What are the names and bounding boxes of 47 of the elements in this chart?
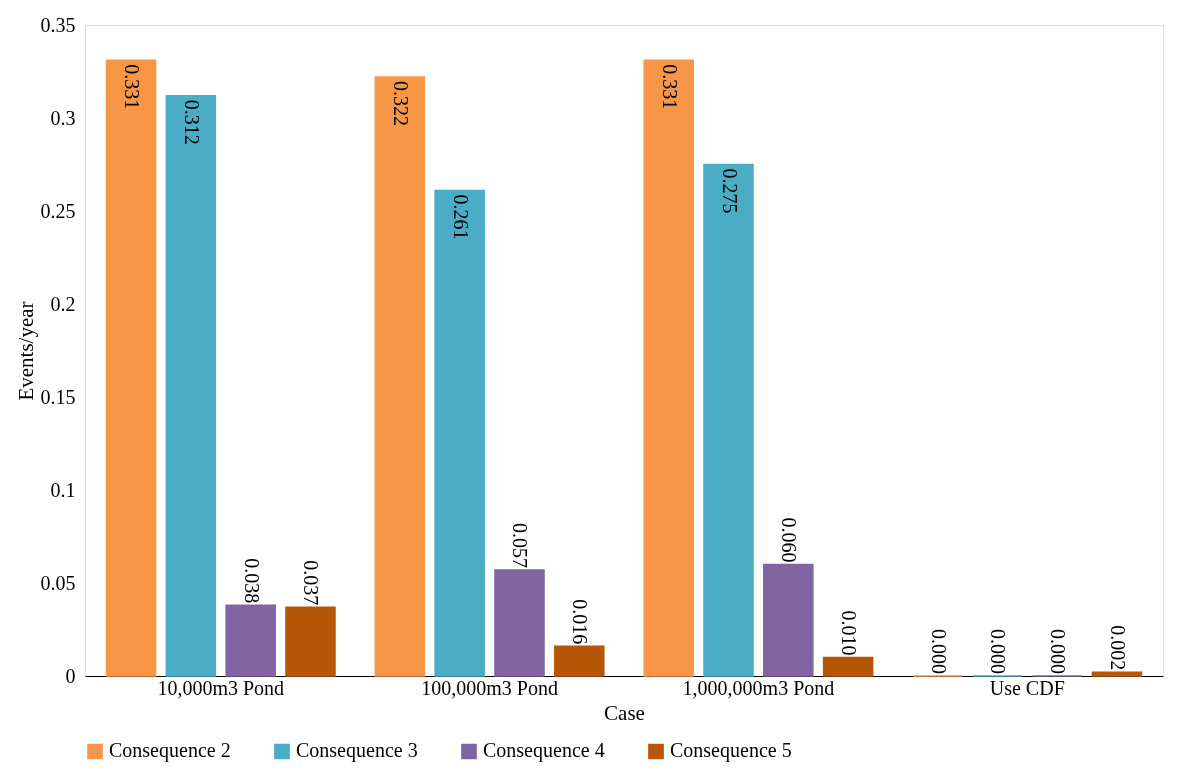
bar <box>554 645 605 677</box>
data-label: 0.010 <box>838 610 861 656</box>
bar <box>165 94 217 677</box>
legend-label: Consequence 2 <box>109 739 231 763</box>
data-label: 0.038 <box>240 558 263 604</box>
data-label: 0.057 <box>509 522 532 568</box>
y-tick-label: 0.15 <box>40 385 76 408</box>
data-label: 0.016 <box>569 599 592 645</box>
bar <box>822 656 874 677</box>
data-label: 0.261 <box>449 194 472 240</box>
y-tick-label: 0.1 <box>50 478 76 501</box>
bar <box>703 163 754 677</box>
y-tick-label: 0.2 <box>50 292 76 315</box>
bar <box>105 59 157 677</box>
data-label: 0.037 <box>300 560 323 606</box>
data-label: 0.312 <box>180 99 203 145</box>
data-label: 0.000 <box>1047 629 1070 674</box>
data-label: 0.000 <box>987 629 1010 674</box>
y-tick-label: 0.25 <box>40 199 76 222</box>
y-axis-title: Events/year <box>13 301 38 401</box>
bar <box>763 563 814 677</box>
y-tick-label: 0.3 <box>50 106 76 129</box>
legend-label: Consequence 3 <box>296 739 418 763</box>
x-tick-label: 10,000m3 Pond <box>157 676 285 699</box>
bar <box>225 604 276 677</box>
x-tick-label: 1,000,000m3 Pond <box>682 676 835 699</box>
x-tick-label: Use CDF <box>989 676 1065 699</box>
y-tick-label: 0 <box>65 664 76 687</box>
bar <box>374 76 426 677</box>
bar <box>434 189 485 677</box>
legend-label: Consequence 5 <box>670 739 792 763</box>
data-label: 0.331 <box>121 64 144 110</box>
bar <box>285 606 336 677</box>
legend-label: Consequence 4 <box>483 739 605 763</box>
data-label: 0.275 <box>718 168 741 214</box>
x-tick-label: 100,000m3 Pond <box>421 676 558 699</box>
bar <box>494 569 545 677</box>
bar <box>643 59 694 677</box>
data-label: 0.060 <box>778 517 801 563</box>
data-label: 0.322 <box>389 81 412 127</box>
y-tick-label: 0.35 <box>40 13 76 36</box>
y-tick-label: 0.05 <box>40 571 76 594</box>
bar <box>1091 671 1143 677</box>
data-label: 0.002 <box>1106 625 1129 671</box>
x-axis-title: Case <box>604 700 645 725</box>
data-label: 0.000 <box>927 629 950 674</box>
data-label: 0.331 <box>658 64 681 110</box>
